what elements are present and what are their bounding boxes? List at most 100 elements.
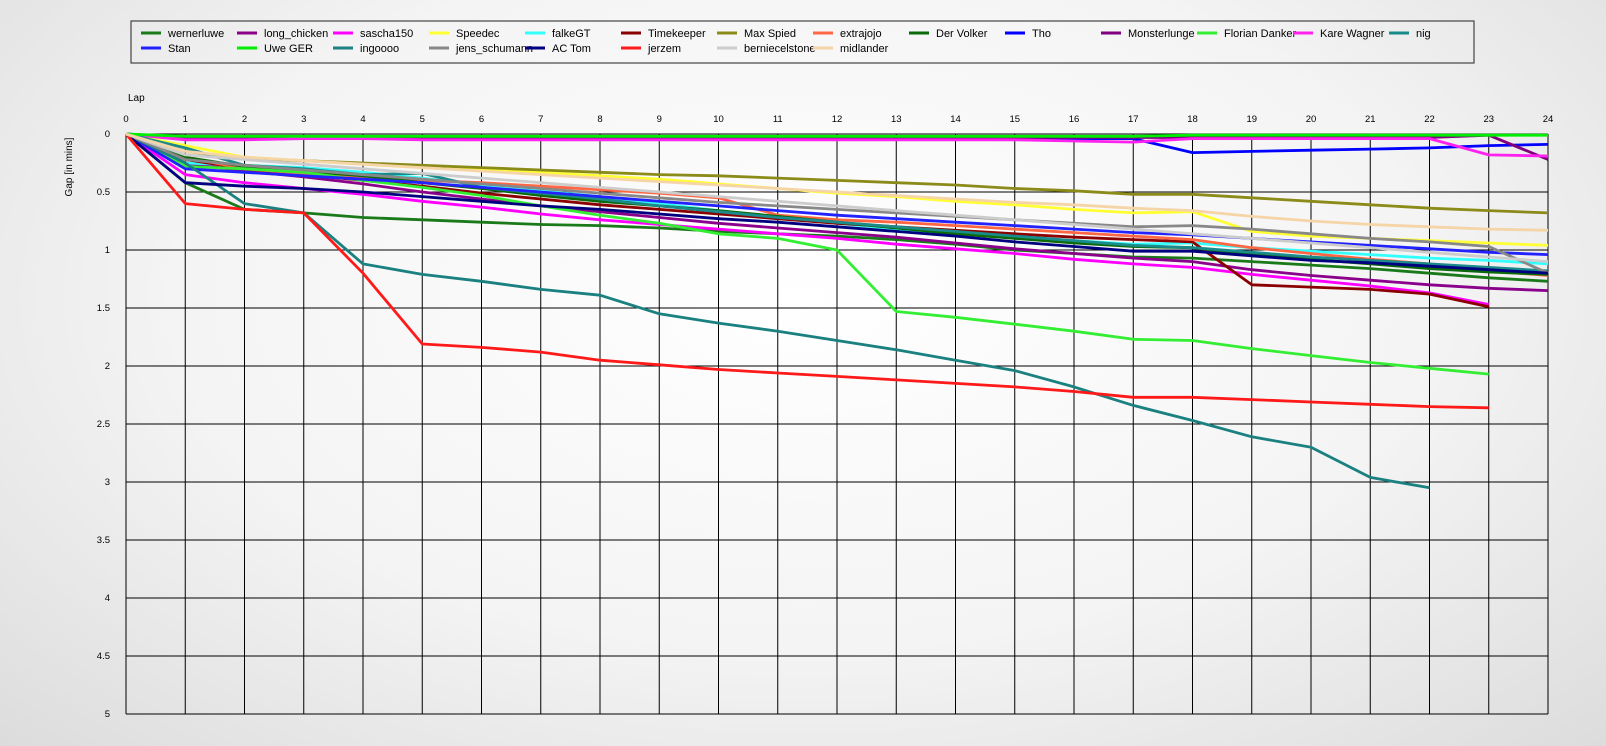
legend-item: Max Spied (717, 28, 796, 40)
x-tick-labels: 0 1 2 3 4 5 6 7 8 9 10 11 12 13 14 15 16 17 18 19 20 21 22 23 24 (123, 114, 1553, 125)
legend-label: berniecelstone (744, 43, 816, 55)
series-line-jens-schumann (125, 132, 1549, 275)
x-tick-label: 20 (1306, 114, 1317, 125)
x-tick-label: 14 (950, 114, 961, 125)
legend-label: Tho (1032, 28, 1051, 40)
series-line-ingoooo (125, 132, 1430, 490)
x-tick-label: 16 (1069, 114, 1080, 125)
x-tick-label: 12 (832, 114, 843, 125)
legend-item: Monsterlunge (1101, 28, 1195, 40)
legend-item: nig (1389, 28, 1431, 40)
series-line-wernerluwe (125, 132, 1549, 283)
x-tick-label: 7 (538, 114, 543, 125)
legend-item: jens_schumann (429, 43, 533, 55)
y-tick-label: 5 (105, 709, 110, 720)
y-axis-title: Gap [in mins] (64, 137, 75, 196)
series-line-sascha150 (125, 132, 1490, 306)
legend-label: Max Spied (744, 28, 796, 40)
legend-item: extrajojo (813, 28, 882, 40)
x-tick-label: 19 (1246, 114, 1257, 125)
legend-item: Stan (141, 43, 191, 55)
y-tick-label: 3.5 (97, 535, 110, 546)
legend-label: sascha150 (360, 28, 413, 40)
y-tick-label: 2 (105, 361, 110, 372)
y-tick-label: 0.5 (97, 187, 110, 198)
legend-frame (130, 20, 1475, 64)
legend-item: Tho (1005, 28, 1051, 40)
legend-item: AC Tom (525, 43, 591, 55)
x-tick-label: 13 (891, 114, 902, 125)
legend-label: Monsterlunge (1128, 28, 1195, 40)
legend-item: Florian Danker (1197, 28, 1296, 40)
series-line-midlander (125, 132, 1549, 232)
series-line-berniecelstone (125, 132, 1549, 263)
y-tick-label: 4.5 (97, 651, 110, 662)
x-tick-label: 1 (183, 114, 188, 125)
plot-grid (125, 133, 1549, 715)
legend-label: jens_schumann (455, 43, 533, 55)
legend-item: Timekeeper (621, 28, 706, 40)
legend-label: extrajojo (840, 28, 882, 40)
legend-label: Der Volker (936, 28, 988, 40)
legend-item: ingoooo (333, 43, 399, 55)
legend (130, 20, 1475, 64)
legend-label: AC Tom (552, 43, 591, 55)
legend-item: Der Volker (909, 28, 988, 40)
legend-item: Speedec (429, 28, 500, 40)
legend-label: falkeGT (552, 28, 591, 40)
series-line-uwe-ger (125, 132, 1548, 138)
legend-item: long_chicken (237, 28, 328, 40)
x-tick-label: 23 (1483, 114, 1494, 125)
y-tick-labels: 0 0.5 1 1.5 2 2.5 3 3.5 4 4.5 5 (97, 129, 110, 720)
x-tick-label: 6 (479, 114, 484, 125)
legend-label: Speedec (456, 28, 500, 40)
x-tick-label: 22 (1424, 114, 1435, 125)
x-tick-label: 2 (242, 114, 247, 125)
legend-label: nig (1416, 28, 1431, 40)
legend-label: wernerluwe (167, 28, 224, 40)
legend-label: ingoooo (360, 43, 399, 55)
legend-label: Uwe GER (264, 43, 313, 55)
legend-label: Stan (168, 43, 191, 55)
x-tick-label: 5 (420, 114, 425, 125)
x-tick-label: 18 (1187, 114, 1198, 125)
y-tick-label: 1.5 (97, 303, 110, 314)
series-line-long-chicken (125, 132, 1549, 292)
series-line-kare-wagner (125, 132, 1549, 158)
legend-label: long_chicken (264, 28, 328, 40)
x-tick-label: 8 (597, 114, 602, 125)
legend-label: Florian Danker (1224, 28, 1296, 40)
legend-item: Uwe GER (237, 43, 313, 55)
legend-item: Kare Wagner (1293, 28, 1385, 40)
y-tick-label: 2.5 (97, 419, 110, 430)
legend-item: falkeGT (525, 28, 591, 40)
series-lines (124, 132, 1549, 490)
y-tick-label: 4 (105, 593, 110, 604)
x-axis-title: Lap (128, 93, 145, 104)
x-tick-label: 21 (1365, 114, 1376, 125)
x-tick-label: 24 (1543, 114, 1554, 125)
legend-item: sascha150 (333, 28, 413, 40)
x-tick-label: 17 (1128, 114, 1139, 125)
y-tick-label: 1 (105, 245, 110, 256)
y-tick-label: 3 (105, 477, 110, 488)
legend-item: jerzem (621, 43, 681, 55)
legend-label: jerzem (647, 43, 681, 55)
legend-items: wernerluwe long_chicken sascha150 Speedec fa… (141, 28, 1431, 55)
legend-label: midlander (840, 43, 889, 55)
x-tick-label: 0 (123, 114, 128, 125)
y-tick-label: 0 (105, 129, 110, 140)
legend-label: Timekeeper (648, 28, 706, 40)
legend-item: midlander (813, 43, 889, 55)
x-tick-label: 9 (657, 114, 662, 125)
legend-item: wernerluwe (141, 28, 224, 40)
legend-item: berniecelstone (717, 43, 816, 55)
x-tick-label: 15 (1009, 114, 1020, 125)
series-line-ac-tom (125, 132, 1549, 275)
legend-label: Kare Wagner (1320, 28, 1385, 40)
x-tick-label: 11 (773, 114, 783, 125)
series-line-jerzem (124, 133, 1489, 410)
x-tick-label: 3 (301, 114, 306, 125)
x-tick-label: 10 (713, 114, 724, 125)
